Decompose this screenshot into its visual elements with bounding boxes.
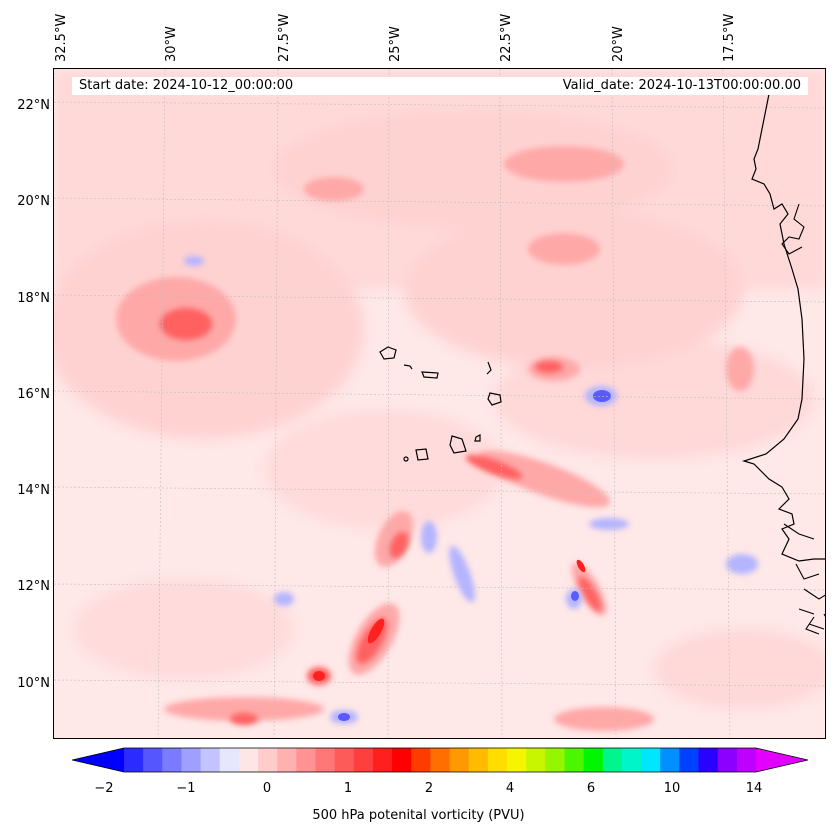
colorbar-tick-neg1: −1	[176, 781, 196, 796]
lat-label-14n: 14°N	[17, 483, 50, 498]
colorbar-segment	[296, 748, 317, 772]
colorbar-segment	[487, 748, 508, 772]
lon-label-17-5w: 17.5°W	[722, 13, 737, 62]
colorbar-segment	[200, 748, 221, 772]
african-coastline	[741, 88, 825, 562]
colorbar-segment	[602, 748, 623, 772]
colorbar-segment	[238, 748, 259, 772]
colorbar-segment	[583, 748, 604, 772]
colorbar-tick-0: 0	[262, 781, 272, 796]
colorbar-segment	[392, 748, 412, 772]
colorbar-outline	[72, 747, 808, 773]
graticule-lines	[54, 69, 825, 738]
colorbar-segment	[353, 748, 374, 772]
info-box	[72, 77, 808, 95]
colorbar-segment	[258, 748, 278, 772]
lat-label-22n: 22°N	[17, 98, 50, 113]
coastline-cape	[781, 203, 805, 255]
colorbar-segment	[507, 748, 527, 772]
colorbar-segment	[660, 748, 680, 772]
colorbar-segment	[219, 748, 240, 772]
colorbar-tick-2: 2	[424, 781, 434, 796]
colorbar-label: 500 hPa potenital vorticity (PVU)	[312, 808, 525, 823]
colorbar-segment	[698, 748, 719, 772]
lon-label-25w: 25°W	[388, 26, 403, 62]
colorbar-segment	[449, 748, 470, 772]
coastline-inlets	[783, 523, 825, 635]
colorbar-segment	[430, 748, 451, 772]
colorbar-segment	[545, 748, 565, 772]
colorbar-segment	[526, 748, 546, 772]
colorbar-tick-6: 6	[586, 781, 596, 796]
colorbar-tick-1: 1	[343, 781, 353, 796]
lon-label-30w: 30°W	[164, 26, 179, 62]
colorbar-segment	[372, 748, 393, 772]
colorbar-max-arrow	[756, 748, 808, 772]
lat-label-16n: 16°N	[17, 387, 50, 402]
colorbar-segment	[315, 748, 336, 772]
colorbar-segment	[277, 748, 297, 772]
colorbar-tick-neg2: −2	[94, 781, 114, 796]
colorbar-segment	[143, 748, 163, 772]
lat-label-10n: 10°N	[17, 676, 50, 691]
colorbar-segment	[181, 748, 202, 772]
lat-label-12n: 12°N	[17, 579, 50, 594]
lon-label-22-5w: 22.5°W	[499, 13, 514, 62]
lon-label-32-5w: 32.5°W	[54, 13, 69, 62]
lon-label-20w: 20°W	[611, 26, 626, 62]
colorbar-segment	[162, 748, 182, 772]
colorbar-segment	[124, 748, 144, 772]
colorbar	[72, 747, 808, 773]
colorbar-segment	[334, 748, 355, 772]
colorbar-segment	[717, 748, 738, 772]
colorbar-min-arrow	[72, 748, 124, 772]
lat-label-20n: 20°N	[17, 194, 50, 209]
colorbar-tick-10: 10	[663, 781, 681, 796]
valid-date-label: Valid_date: 2024-10-13T00:00:00.00	[562, 78, 801, 93]
colorbar-segment	[411, 748, 431, 772]
start-date-label: Start date: 2024-10-12_00:00:00	[79, 78, 294, 93]
colorbar-tick-14: 14	[745, 781, 763, 796]
colorbar-segment	[621, 748, 642, 772]
colorbar-segment	[468, 748, 489, 772]
colorbar-segment	[736, 748, 757, 772]
colorbar-segment	[679, 748, 700, 772]
colorbar-tick-4: 4	[505, 781, 515, 796]
pv-contour-fill	[54, 69, 825, 731]
pv-field-map	[54, 69, 825, 738]
map-panel[interactable]	[53, 68, 826, 739]
cape-verde-islands	[379, 346, 502, 462]
colorbar-segment	[564, 748, 585, 772]
colorbar-segment	[641, 748, 661, 772]
lat-label-18n: 18°N	[17, 291, 50, 306]
lon-label-27-5w: 27.5°W	[277, 13, 292, 62]
